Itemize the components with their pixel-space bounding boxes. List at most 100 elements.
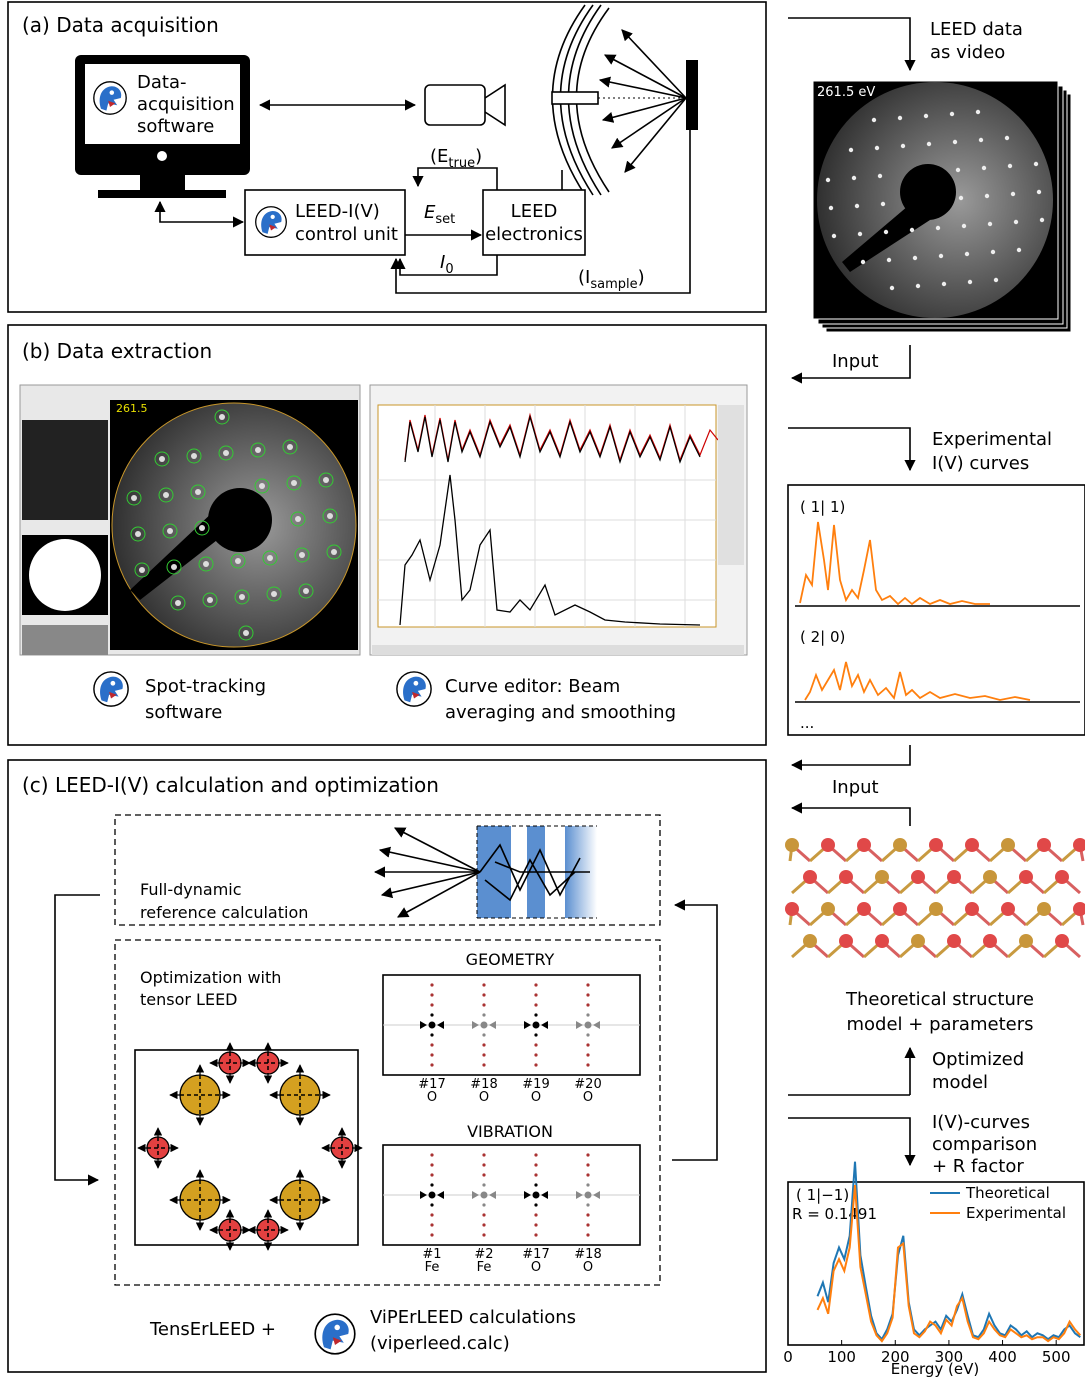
atom <box>857 838 871 852</box>
atom <box>280 1075 320 1115</box>
dot <box>534 1013 537 1016</box>
spot <box>991 250 995 254</box>
label: Data- <box>137 72 186 93</box>
spot <box>219 414 225 420</box>
atom <box>280 1180 320 1220</box>
spot <box>994 278 998 282</box>
atom <box>893 902 907 916</box>
logo <box>256 207 287 238</box>
spot <box>872 118 876 122</box>
label: Optimized <box>932 1049 1024 1070</box>
atom <box>875 934 889 948</box>
spot <box>968 280 972 284</box>
spot <box>890 286 894 290</box>
label: software <box>137 116 214 137</box>
dot <box>482 1223 485 1226</box>
spot <box>175 600 181 606</box>
logo <box>94 82 126 114</box>
dot <box>430 1213 433 1216</box>
dot <box>534 993 537 996</box>
label: as video <box>930 42 1005 63</box>
arrow <box>788 1048 910 1095</box>
label: Input <box>832 777 879 798</box>
label: tensor LEED <box>140 990 238 1009</box>
spot <box>139 567 145 573</box>
atom <box>821 838 835 852</box>
dot <box>482 1153 485 1156</box>
dot <box>430 1003 433 1006</box>
curves-box <box>788 485 1085 735</box>
atom-element: O <box>531 1260 541 1275</box>
spot <box>223 450 229 456</box>
dot <box>534 1033 537 1036</box>
dot <box>586 1053 589 1056</box>
dot <box>430 983 433 986</box>
dot <box>481 1022 488 1029</box>
label: model <box>932 1072 988 1093</box>
frame-energy: 261.5 eV <box>817 85 875 100</box>
dot <box>586 1033 589 1036</box>
atom <box>965 902 979 916</box>
caption: software <box>145 702 222 723</box>
label: electronics <box>485 224 583 245</box>
atom <box>1019 870 1033 884</box>
dot <box>586 1223 589 1226</box>
atom <box>947 870 961 884</box>
arrow <box>788 428 910 470</box>
monitor-button <box>157 151 167 161</box>
dot <box>430 1203 433 1206</box>
caption: Spot-tracking <box>145 676 266 697</box>
dot <box>482 1163 485 1166</box>
spot <box>199 525 205 531</box>
spot <box>327 513 333 519</box>
footer: TensErLEED + <box>149 1319 276 1340</box>
dot <box>533 1022 540 1029</box>
beam-label: ( 1| 1) <box>800 498 845 516</box>
dot <box>482 1063 485 1066</box>
atom <box>929 838 943 852</box>
atom-element: O <box>583 1260 593 1275</box>
spot <box>1011 192 1015 196</box>
dot <box>429 1022 436 1029</box>
spot <box>832 234 836 238</box>
spot <box>203 561 209 567</box>
spot <box>135 531 141 537</box>
atom <box>983 934 997 948</box>
spot <box>875 146 879 150</box>
dot <box>430 1033 433 1036</box>
spot <box>1040 218 1044 222</box>
atom <box>875 870 889 884</box>
dot <box>534 983 537 986</box>
dot <box>430 1153 433 1156</box>
spot <box>267 555 273 561</box>
atom <box>947 934 961 948</box>
label: LEED data <box>930 19 1023 40</box>
spot <box>287 444 293 450</box>
dot <box>534 1043 537 1046</box>
spot <box>950 112 954 116</box>
dot <box>586 1163 589 1166</box>
dot <box>430 1223 433 1226</box>
electronics <box>483 190 585 255</box>
spot <box>976 110 980 114</box>
atom <box>1001 838 1015 852</box>
atom <box>785 838 799 852</box>
electron-gun <box>552 92 598 104</box>
spot <box>291 480 297 486</box>
spot <box>849 148 853 152</box>
atom <box>1019 934 1033 948</box>
atom <box>893 838 907 852</box>
label: Full-dynamic <box>140 880 242 899</box>
annotation: R = 0.1491 <box>792 1205 877 1223</box>
dot <box>585 1022 592 1029</box>
atom <box>911 934 925 948</box>
caption: averaging and smoothing <box>445 702 676 723</box>
ellipsis: ... <box>800 714 814 732</box>
spot <box>910 228 914 232</box>
label: reference calculation <box>140 903 308 922</box>
dot <box>429 1192 436 1199</box>
dot <box>586 1203 589 1206</box>
label: LEED <box>511 201 558 222</box>
spot <box>887 258 891 262</box>
dot <box>482 1003 485 1006</box>
